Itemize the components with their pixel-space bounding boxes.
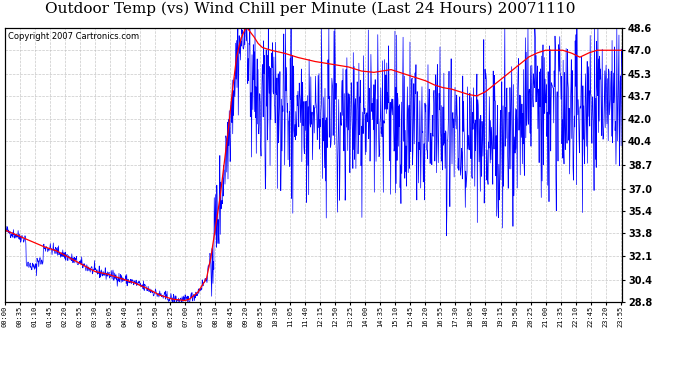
Text: Outdoor Temp (vs) Wind Chill per Minute (Last 24 Hours) 20071110: Outdoor Temp (vs) Wind Chill per Minute … (46, 2, 575, 16)
Text: Copyright 2007 Cartronics.com: Copyright 2007 Cartronics.com (8, 32, 139, 41)
